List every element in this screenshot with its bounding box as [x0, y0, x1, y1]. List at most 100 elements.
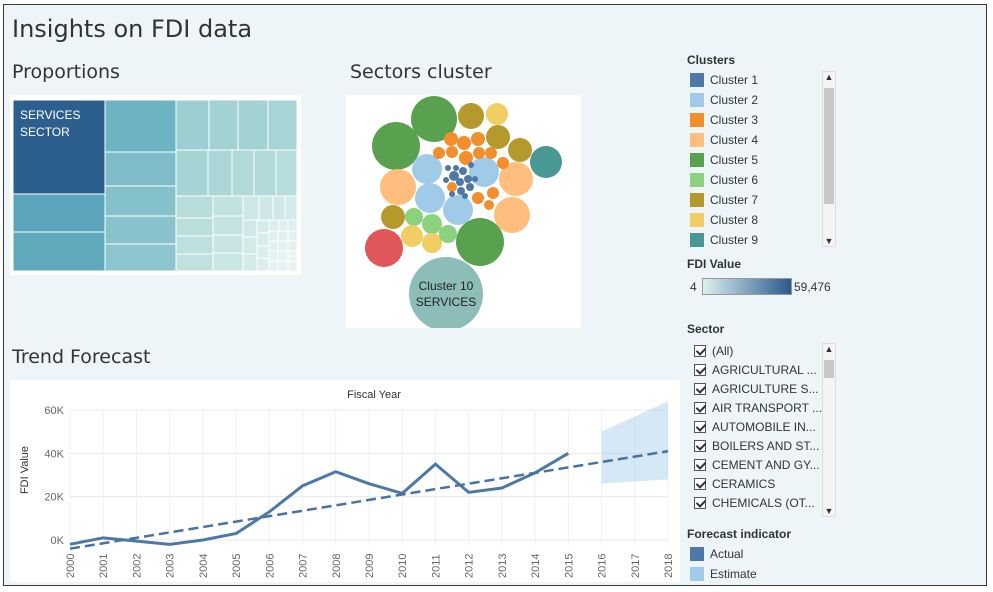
bubble[interactable] — [411, 96, 457, 142]
treemap-cell[interactable] — [253, 149, 277, 197]
treemap-cell[interactable] — [258, 195, 274, 221]
cluster-legend-item[interactable]: Cluster 8 — [690, 211, 758, 228]
treemap-cell[interactable] — [277, 250, 289, 262]
treemap-cell[interactable] — [175, 253, 214, 272]
bubble[interactable] — [499, 162, 533, 196]
treemap-cell[interactable] — [268, 230, 279, 242]
checkbox[interactable] — [694, 363, 706, 376]
treemap-cell[interactable] — [212, 252, 244, 272]
treemap-cell[interactable] — [242, 195, 260, 221]
sector-filter-item[interactable]: BOILERS AND ST... — [694, 436, 819, 455]
bubble[interactable] — [456, 218, 504, 266]
bubble[interactable] — [486, 103, 508, 125]
trend-chart[interactable]: Fiscal Year FDI Value 0K 20K 40K 60K 2000 20… — [10, 380, 680, 582]
treemap-cell[interactable] — [268, 219, 280, 232]
checkbox[interactable] — [694, 401, 706, 414]
forecast-legend-item[interactable]: Estimate — [690, 565, 757, 582]
treemap-cell[interactable] — [275, 149, 298, 197]
treemap-cell[interactable] — [278, 219, 289, 232]
treemap-cell[interactable] — [267, 99, 298, 151]
treemap-cell[interactable] — [284, 195, 298, 221]
treemap-cell[interactable] — [212, 215, 244, 236]
sector-filter-item[interactable]: AUTOMOBILE IN... — [694, 417, 816, 436]
treemap-cell-services[interactable] — [12, 99, 106, 195]
treemap-cell[interactable] — [175, 149, 209, 197]
treemap-cell[interactable] — [207, 149, 233, 197]
treemap-cell[interactable] — [242, 236, 258, 255]
treemap-cell[interactable] — [12, 231, 106, 272]
treemap-cell[interactable] — [212, 234, 244, 254]
cluster-legend-item[interactable]: Cluster 7 — [690, 191, 758, 208]
clusters-scrollbar[interactable]: ▲ ▼ — [822, 71, 836, 247]
series-line-trend[interactable] — [69, 449, 669, 550]
bubble[interactable] — [405, 208, 423, 226]
treemap-cell[interactable] — [104, 243, 177, 272]
treemap-cell[interactable] — [287, 230, 298, 242]
cluster-legend-item[interactable]: Cluster 2 — [690, 91, 758, 108]
scroll-up-icon[interactable]: ▲ — [824, 344, 834, 354]
sector-filter-item[interactable]: CEMENT AND GY... — [694, 455, 820, 474]
checkbox[interactable] — [694, 458, 706, 471]
checkbox[interactable] — [694, 496, 706, 509]
cluster-legend-item[interactable]: Cluster 5 — [690, 151, 758, 168]
checkbox[interactable] — [694, 477, 706, 490]
forecast-band[interactable] — [601, 401, 668, 484]
bubble[interactable] — [530, 146, 562, 178]
bubble[interactable] — [422, 214, 442, 234]
checkbox[interactable] — [694, 420, 706, 433]
bubble[interactable] — [401, 225, 423, 247]
scroll-down-icon[interactable]: ▼ — [824, 506, 834, 516]
treemap-cell[interactable] — [104, 151, 177, 187]
checkbox[interactable] — [694, 382, 706, 395]
treemap-cell[interactable] — [272, 195, 286, 221]
treemap-cell[interactable] — [256, 219, 270, 234]
treemap-cell[interactable] — [175, 195, 214, 219]
bubble[interactable] — [469, 157, 499, 187]
sector-scroll-thumb[interactable] — [824, 360, 834, 378]
treemap-cell[interactable] — [277, 260, 289, 272]
treemap-cell[interactable] — [242, 219, 258, 238]
cluster-legend-item[interactable]: Cluster 6 — [690, 171, 758, 188]
cluster-legend-item[interactable]: Cluster 4 — [690, 131, 758, 148]
treemap-cell[interactable] — [287, 260, 298, 272]
bubble-services[interactable] — [409, 257, 483, 331]
treemap-cell[interactable] — [277, 230, 289, 242]
sector-filter-item[interactable]: AGRICULTURAL ... — [694, 360, 817, 379]
treemap-cell[interactable] — [237, 99, 269, 151]
treemap-cell[interactable] — [104, 185, 177, 217]
cluster-legend-item[interactable]: Cluster 1 — [690, 71, 758, 88]
bubble[interactable] — [486, 125, 510, 149]
cluster-legend-item[interactable]: Cluster 3 — [690, 111, 758, 128]
checkbox[interactable] — [694, 439, 706, 452]
treemap[interactable]: SERVICES SECTOR — [10, 95, 301, 275]
treemap-cell[interactable] — [268, 260, 279, 272]
treemap-cell[interactable] — [175, 99, 210, 151]
sector-filter-item[interactable]: AGRICULTURE S... — [694, 379, 818, 398]
forecast-legend-item[interactable]: Actual — [690, 545, 743, 562]
bubble[interactable] — [372, 122, 420, 170]
sector-filter-item[interactable]: (All) — [694, 341, 733, 360]
treemap-cell[interactable] — [287, 255, 298, 262]
bubble[interactable] — [439, 225, 457, 243]
bubble-chart[interactable]: Cluster 10 SERVICES — [346, 95, 581, 331]
treemap-cell[interactable] — [104, 99, 177, 153]
clusters-scroll-thumb[interactable] — [824, 88, 834, 204]
treemap-cell[interactable] — [104, 215, 177, 245]
treemap-cell[interactable] — [287, 250, 298, 257]
treemap-cell[interactable] — [268, 240, 279, 252]
bubble[interactable] — [380, 169, 416, 205]
sector-scrollbar[interactable]: ▲ ▼ — [822, 343, 836, 517]
treemap-cell[interactable] — [208, 99, 239, 151]
sector-filter-item[interactable]: CERAMICS — [694, 474, 775, 493]
treemap-cell[interactable] — [231, 149, 255, 197]
treemap-cell[interactable] — [287, 219, 298, 232]
treemap-cell[interactable] — [12, 193, 106, 233]
bubble[interactable] — [365, 229, 403, 267]
treemap-cell[interactable] — [256, 257, 270, 272]
treemap-cell[interactable] — [268, 250, 279, 262]
bubble-small-group[interactable] — [433, 132, 509, 210]
treemap-cell[interactable] — [256, 245, 270, 259]
bubble[interactable] — [443, 195, 473, 225]
bubble[interactable] — [412, 154, 442, 184]
bubble[interactable] — [508, 138, 532, 162]
